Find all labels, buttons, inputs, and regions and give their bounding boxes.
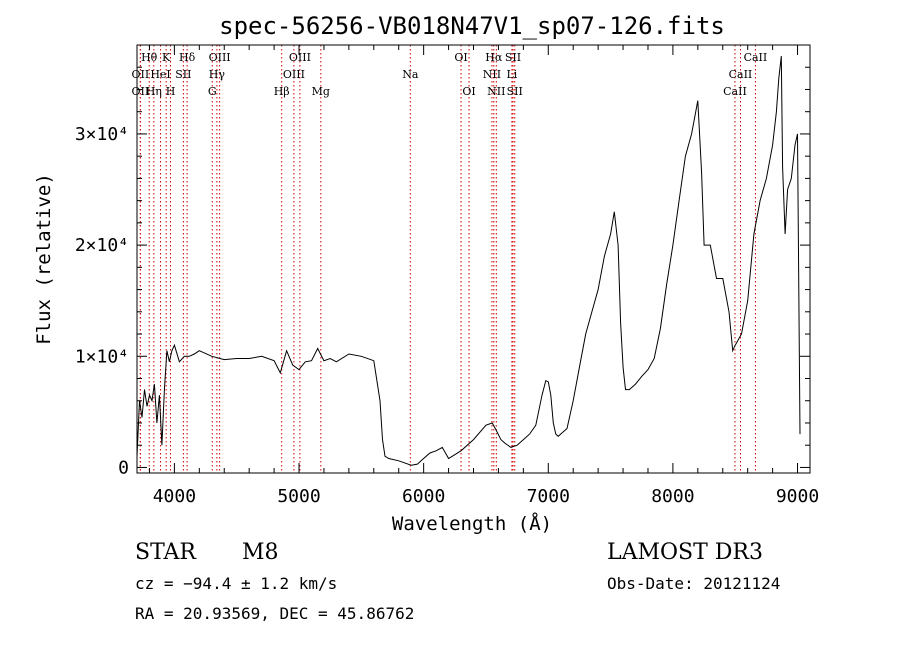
coordinates: RA = 20.93569, DEC = 45.86762 [135,604,415,623]
line-label-25: CaII [744,51,768,64]
line-label-16: Na [402,68,419,81]
y-tick-label-1: 1×10⁴ [75,346,129,367]
spectral-line-labels: Hθ OII OII K HeI Hη H Hδ SII OIII Hγ G OIII OIII Hβ Mg N… [132,51,768,98]
object-subclass: M8 [242,540,279,565]
y-axis-ticks: 0 1×10⁴ 2×10⁴ 3×10⁴ [75,66,810,478]
x-tick-label-4: 8000 [651,486,694,507]
line-label-10: Hγ [209,68,226,81]
spectrum-plot: spec-56256-VB018N47V1_sp07-126.fits Hθ OI… [33,12,819,535]
line-label-11: G [208,85,217,98]
y-tick-label-3: 3×10⁴ [75,124,129,145]
x-axis-label: Wavelength (Å) [392,512,552,535]
y-tick-label-2: 2×10⁴ [75,235,129,256]
line-label-13: OIII [283,68,305,81]
line-label-0: Hθ [141,51,158,64]
object-class: STAR [135,540,196,565]
line-label-22: Li [506,68,517,81]
y-axis-label: Flux (relative) [33,173,55,345]
line-label-3: K [162,51,171,64]
survey-name: LAMOST DR3 [607,540,763,565]
line-label-21: NII [483,68,501,81]
line-label-4: HeI [150,68,170,81]
chart-title: spec-56256-VB018N47V1_sp07-126.fits [219,12,725,40]
line-label-6: H [166,85,176,98]
x-tick-label-5: 9000 [776,486,819,507]
x-tick-label-0: 4000 [153,486,196,507]
plot-frame [136,44,811,474]
x-tick-label-3: 7000 [527,486,570,507]
line-label-7: Hδ [179,51,196,64]
line-label-14: Hβ [274,85,290,98]
line-label-1: OII [132,68,150,81]
x-tick-label-2: 6000 [402,486,445,507]
line-label-20: SII [505,51,521,64]
line-label-27: CaII [723,85,747,98]
line-label-9: OIII [209,51,231,64]
line-label-18: OI [462,85,475,98]
line-label-26: CaII [729,68,753,81]
line-label-8: SII [175,68,191,81]
x-axis-ticks: 4000 5000 6000 7000 8000 9000 [148,45,819,507]
line-label-15: Mg [312,85,330,98]
observation-date: Obs-Date: 20121124 [607,574,781,593]
line-label-17: OI [454,51,467,64]
spectral-line-markers [139,45,756,473]
line-label-24: SII [507,85,523,98]
x-tick-label-1: 5000 [277,486,320,507]
y-tick-label-0: 0 [118,457,129,478]
spectrum-line [136,56,801,466]
line-label-5: Hη [146,85,162,98]
line-label-19: Hα [485,51,503,64]
redshift-value: cz = −94.4 ± 1.2 km/s [135,574,338,593]
line-label-23: NII [487,85,505,98]
line-label-12: OIII [289,51,311,64]
line-label-2: OII [132,85,150,98]
